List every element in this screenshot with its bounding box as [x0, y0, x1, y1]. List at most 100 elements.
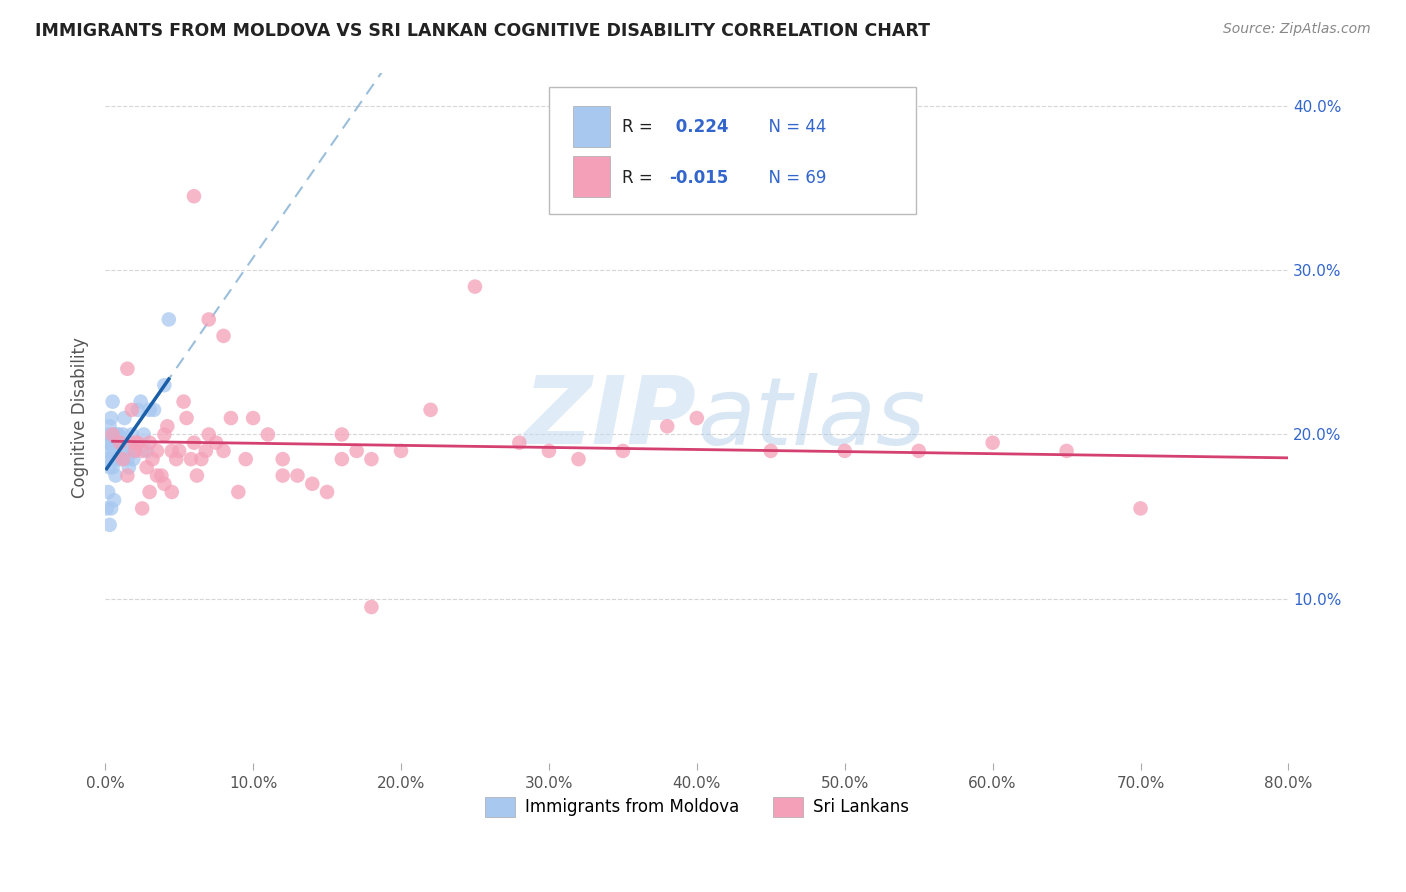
Text: N = 69: N = 69 [758, 169, 827, 187]
Point [127, 435, 149, 450]
Point [153, 427, 176, 442]
Point [197, 312, 219, 326]
Point [146, 444, 169, 458]
Point [508, 435, 530, 450]
Point [111, 452, 134, 467]
Point [360, 452, 382, 467]
Point [121, 402, 143, 417]
Point [104, 468, 127, 483]
Point [167, 444, 190, 458]
Point [101, 452, 124, 467]
Point [117, 452, 139, 467]
Point [183, 435, 205, 450]
Point [98, 517, 121, 532]
Point [759, 444, 782, 458]
Point [124, 444, 146, 458]
Point [150, 468, 173, 483]
Point [186, 468, 208, 483]
Point [173, 394, 195, 409]
Point [121, 427, 143, 442]
FancyBboxPatch shape [548, 87, 915, 214]
Point [330, 452, 353, 467]
Point [101, 427, 124, 442]
Point [153, 378, 176, 392]
Point [1056, 444, 1078, 458]
Point [97, 485, 120, 500]
Point [129, 394, 152, 409]
Text: ZIP: ZIP [524, 372, 697, 464]
Point [205, 435, 228, 450]
Point [834, 444, 856, 458]
Point [101, 394, 124, 409]
Point [464, 279, 486, 293]
Point [219, 411, 242, 425]
Point [176, 411, 198, 425]
Point [180, 452, 202, 467]
Point [127, 402, 149, 417]
Point [131, 444, 153, 458]
Point [96, 435, 118, 450]
Point [105, 427, 128, 442]
Text: R =: R = [623, 118, 658, 136]
Point [160, 444, 183, 458]
Point [107, 435, 129, 450]
Point [190, 452, 212, 467]
Point [100, 411, 122, 425]
Point [138, 485, 160, 500]
Point [103, 493, 125, 508]
Text: IMMIGRANTS FROM MOLDOVA VS SRI LANKAN COGNITIVE DISABILITY CORRELATION CHART: IMMIGRANTS FROM MOLDOVA VS SRI LANKAN CO… [35, 22, 931, 40]
Point [194, 444, 217, 458]
Point [104, 435, 127, 450]
Text: R =: R = [623, 169, 658, 187]
Point [981, 435, 1004, 450]
Point [98, 460, 121, 475]
Point [124, 444, 146, 458]
Point [567, 452, 589, 467]
Point [108, 435, 131, 450]
Point [96, 501, 118, 516]
Point [104, 452, 127, 467]
Point [153, 476, 176, 491]
Point [141, 452, 163, 467]
Point [132, 427, 155, 442]
Text: Source: ZipAtlas.com: Source: ZipAtlas.com [1223, 22, 1371, 37]
Point [346, 444, 368, 458]
Point [96, 452, 118, 467]
Point [117, 468, 139, 483]
Point [183, 189, 205, 203]
Point [100, 435, 122, 450]
Point [110, 444, 132, 458]
Point [108, 452, 131, 467]
Point [143, 402, 166, 417]
Point [107, 427, 129, 442]
Point [101, 460, 124, 475]
Point [160, 485, 183, 500]
Point [235, 452, 257, 467]
Y-axis label: Cognitive Disability: Cognitive Disability [72, 337, 89, 499]
Point [118, 460, 141, 475]
Point [212, 329, 235, 343]
Point [138, 435, 160, 450]
Point [135, 460, 157, 475]
Text: -0.015: -0.015 [669, 169, 728, 187]
Point [612, 444, 634, 458]
Point [97, 427, 120, 442]
Point [157, 312, 180, 326]
Text: 0.224: 0.224 [669, 118, 728, 136]
Point [537, 444, 560, 458]
Point [271, 452, 294, 467]
Point [228, 485, 250, 500]
FancyBboxPatch shape [572, 106, 610, 147]
Point [138, 402, 160, 417]
Point [103, 444, 125, 458]
Point [117, 361, 139, 376]
Point [301, 476, 323, 491]
Point [1129, 501, 1152, 516]
Point [156, 419, 179, 434]
Point [686, 411, 709, 425]
Point [100, 501, 122, 516]
Point [271, 468, 294, 483]
Point [257, 427, 280, 442]
Point [287, 468, 309, 483]
Point [419, 402, 441, 417]
